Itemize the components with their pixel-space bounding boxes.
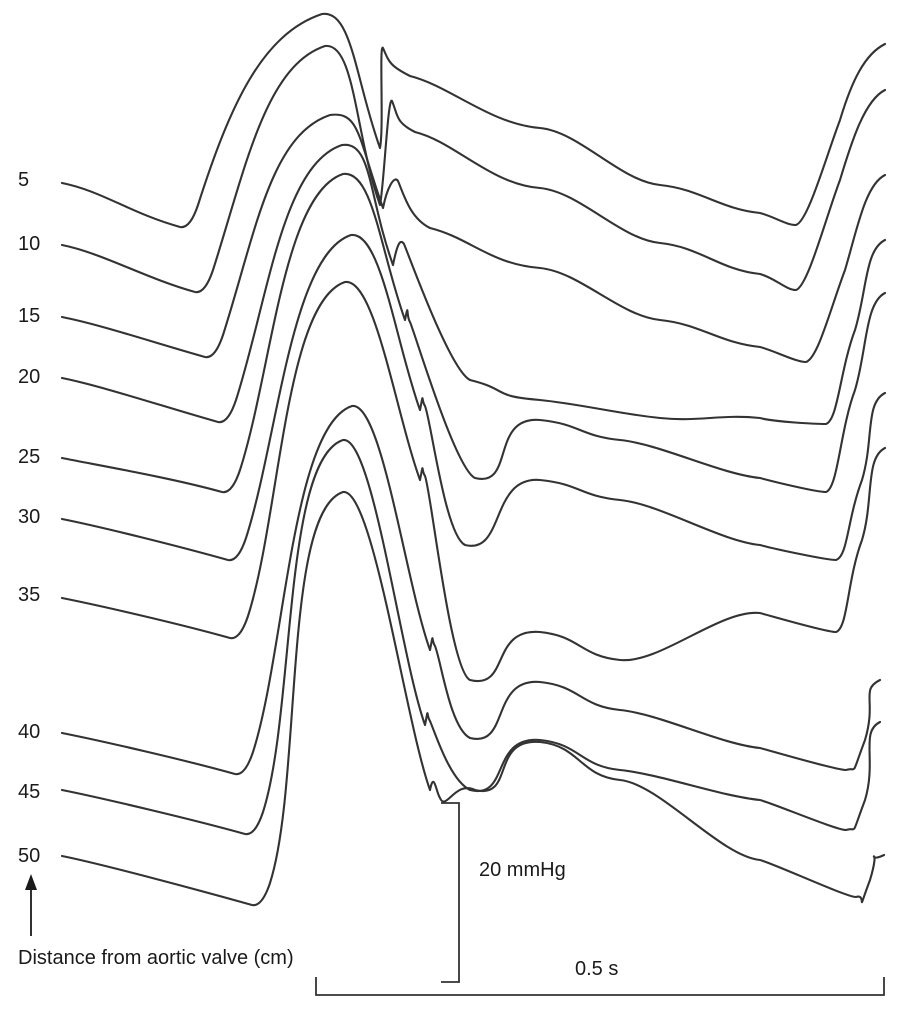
pressure-scale-label: 20 mmHg bbox=[479, 859, 566, 881]
distance-label-50: 50 bbox=[18, 845, 40, 867]
pressure-trace-20cm bbox=[60, 143, 887, 426]
time-scale-label: 0.5 s bbox=[575, 958, 618, 980]
time-scale-bar bbox=[315, 977, 885, 996]
pressure-scale-bar bbox=[441, 802, 460, 983]
pressure-trace-25cm bbox=[60, 172, 887, 494]
distance-label-15: 15 bbox=[18, 305, 40, 327]
distance-axis-label: Distance from aortic valve (cm) bbox=[18, 947, 294, 969]
distance-label-45: 45 bbox=[18, 781, 40, 803]
distance-label-10: 10 bbox=[18, 233, 40, 255]
pressure-trace-30cm bbox=[60, 233, 887, 562]
distance-labels: 5 10 15 20 25 30 35 40 45 50 bbox=[18, 169, 40, 867]
pressure-trace-45cm bbox=[60, 438, 882, 836]
pressure-trace-10cm bbox=[60, 44, 887, 294]
distance-label-25: 25 bbox=[18, 446, 40, 468]
pressure-trace-40cm bbox=[60, 404, 882, 776]
distance-label-35: 35 bbox=[18, 584, 40, 606]
arrow-up-icon bbox=[25, 874, 37, 936]
distance-label-20: 20 bbox=[18, 366, 40, 388]
pressure-trace-5cm bbox=[60, 12, 887, 229]
distance-label-30: 30 bbox=[18, 506, 40, 528]
pressure-trace-35cm bbox=[60, 280, 887, 683]
distance-label-40: 40 bbox=[18, 721, 40, 743]
distance-label-5: 5 bbox=[18, 169, 29, 191]
pressure-trace-50cm bbox=[60, 490, 886, 907]
pressure-traces bbox=[60, 12, 887, 907]
pressure-trace-15cm bbox=[60, 113, 887, 364]
